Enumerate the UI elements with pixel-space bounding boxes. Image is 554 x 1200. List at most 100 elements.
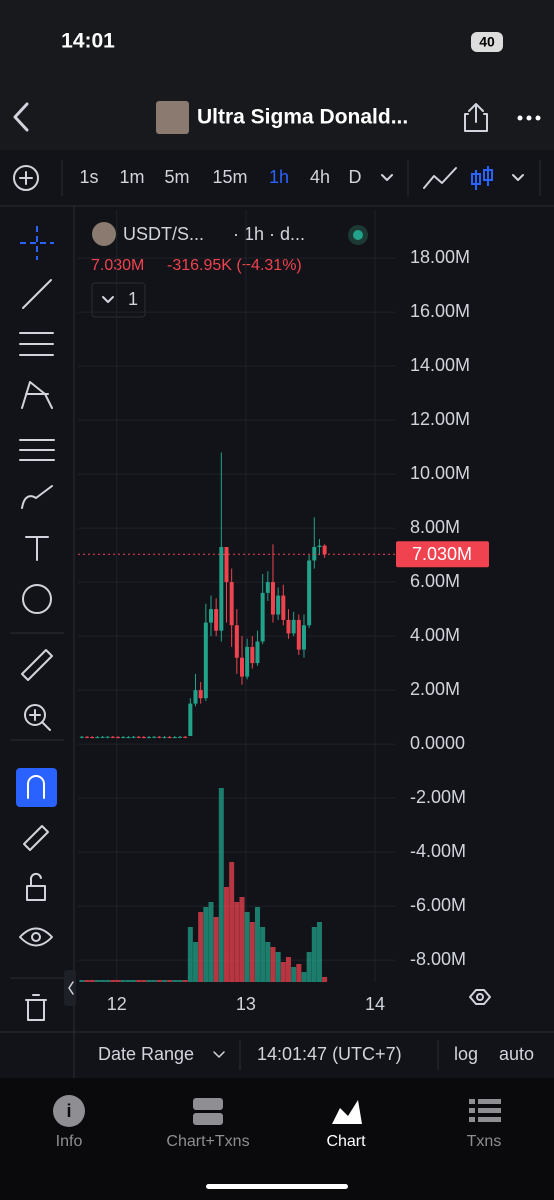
line-chart-button[interactable]	[423, 167, 457, 189]
interval[interactable]: D	[349, 167, 362, 187]
volume-bar	[203, 907, 209, 982]
settings-button[interactable]	[469, 989, 491, 1005]
volume-bar	[89, 980, 95, 982]
interval[interactable]: 4h	[310, 167, 330, 187]
top-bg	[0, 0, 554, 150]
candle-body	[136, 736, 141, 738]
volume-bar	[131, 980, 137, 982]
candle-body	[229, 582, 234, 626]
tab-label[interactable]: Txns	[467, 1133, 502, 1150]
visibility-tool[interactable]	[19, 927, 53, 947]
candle-body	[203, 622, 208, 699]
token-avatar	[156, 101, 189, 134]
brush-tool[interactable]	[21, 485, 53, 509]
volume-bar	[239, 897, 245, 982]
volume-bar	[79, 980, 85, 982]
battery	[471, 32, 503, 52]
lock-tool[interactable]	[26, 885, 46, 901]
interval[interactable]: 1s	[79, 167, 98, 187]
tab-label-active[interactable]: Chart	[326, 1133, 366, 1150]
pattern-tool[interactable]	[21, 381, 53, 409]
candle-body	[85, 736, 90, 738]
more-button[interactable]	[517, 115, 541, 121]
lock-drawing-tool[interactable]	[23, 825, 49, 851]
clock: 14:01:47 (UTC+7)	[257, 1044, 402, 1064]
candle-body	[178, 736, 183, 738]
volume-bar	[156, 980, 162, 982]
volume-bar	[110, 980, 116, 982]
y-tick-label: 8.00M	[410, 517, 460, 537]
interval-dropdown[interactable]	[381, 174, 393, 181]
x-tick-label: 12	[107, 994, 127, 1014]
candle-body	[214, 609, 219, 631]
share-button[interactable]	[464, 103, 488, 132]
header-title: Ultra Sigma Donald...	[197, 106, 408, 129]
candle-body	[239, 657, 244, 677]
y-tick-label: -4.00M	[410, 841, 466, 861]
status-dot	[353, 230, 363, 240]
legend-toggle[interactable]	[91, 282, 146, 318]
volume-bar	[172, 980, 178, 982]
candle-body	[250, 646, 255, 664]
chart-txns-icon[interactable]	[193, 1113, 223, 1125]
volume-bar	[296, 964, 302, 982]
delete-tool[interactable]	[25, 994, 47, 1021]
volume-bar	[94, 980, 100, 982]
tab-label[interactable]: Info	[56, 1133, 83, 1150]
trendline-tool[interactable]	[22, 279, 52, 309]
legend-price: 7.030M	[91, 257, 144, 274]
candle-body	[105, 736, 110, 738]
x-tick-label: 13	[236, 994, 256, 1014]
y-tick-label: 4.00M	[410, 625, 460, 645]
volume-bar	[265, 942, 271, 982]
candle-body	[172, 737, 177, 739]
interval-active[interactable]: 1h	[269, 167, 289, 187]
candle-body	[307, 560, 312, 626]
candle-body	[198, 690, 203, 699]
txns-icon[interactable]	[469, 1099, 501, 1122]
candle-body	[265, 582, 270, 593]
volume-bar	[301, 972, 307, 982]
log-toggle[interactable]: log	[454, 1044, 478, 1064]
date-range[interactable]: Date Range	[98, 1044, 194, 1064]
volume-bar	[254, 907, 260, 982]
volume-bar	[105, 980, 111, 982]
volume-bar	[223, 887, 229, 982]
interval[interactable]: 1m	[119, 167, 144, 187]
volume-bar	[167, 980, 173, 982]
legend-avatar	[92, 222, 116, 246]
y-tick-label: 16.00M	[410, 301, 470, 321]
zoom-tool[interactable]	[24, 704, 46, 726]
candle-body	[224, 546, 229, 583]
volume-bar	[213, 917, 219, 982]
ruler-tool[interactable]	[21, 649, 53, 681]
volume-bar	[193, 942, 199, 982]
volume-bar	[275, 952, 281, 982]
candle-body	[131, 736, 136, 738]
y-tick-label: 2.00M	[410, 679, 460, 699]
candle-body	[301, 625, 306, 650]
info-icon[interactable]	[53, 1095, 85, 1127]
volume-bar	[141, 980, 147, 982]
candle-body	[276, 595, 281, 615]
crosshair-tool[interactable]	[20, 226, 54, 260]
auto-toggle[interactable]: auto	[499, 1044, 534, 1064]
legend-meta: · 1h · d...	[233, 224, 305, 244]
y-tick-label: 14.00M	[410, 355, 470, 375]
interval[interactable]: 15m	[212, 167, 247, 187]
fib-tool[interactable]	[19, 332, 54, 356]
y-tick-label: 18.00M	[410, 247, 470, 267]
candle-body	[95, 737, 100, 739]
left-toolbar	[10, 226, 76, 1021]
candle-body	[121, 737, 126, 739]
emoji-tool[interactable]	[22, 584, 52, 614]
magnet-tool[interactable]	[16, 768, 57, 807]
text-tool[interactable]	[25, 536, 49, 561]
add-button[interactable]	[13, 165, 39, 191]
interval[interactable]: 5m	[164, 167, 189, 187]
projection-tool[interactable]	[19, 439, 55, 461]
candle-body	[255, 641, 260, 664]
back-button[interactable]	[13, 102, 29, 132]
tab-label[interactable]: Chart+Txns	[166, 1133, 249, 1150]
chart-icon[interactable]	[332, 1100, 362, 1124]
